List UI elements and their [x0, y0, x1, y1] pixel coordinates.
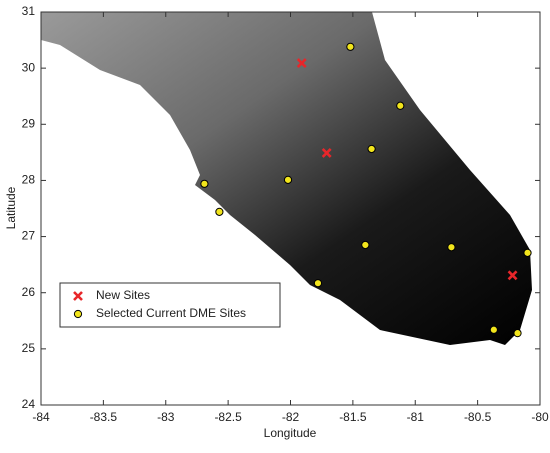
x-tick-label: -84 [32, 410, 50, 424]
circle-marker [346, 42, 355, 51]
circle-marker [489, 325, 498, 334]
circle-marker [396, 101, 405, 110]
circle-marker [513, 329, 522, 338]
x-tick-label: -80 [531, 410, 549, 424]
x-axis-label: Longitude [264, 426, 317, 440]
x-tick-label: -81.5 [339, 410, 367, 424]
circle-marker [73, 309, 83, 319]
x-marker [507, 270, 518, 281]
x-marker [296, 58, 307, 69]
x-tick-label: -80.5 [464, 410, 492, 424]
x-marker-stroke [296, 58, 307, 69]
legend-label: New Sites [96, 288, 150, 302]
x-tick-label: -82 [282, 410, 300, 424]
circle-marker [367, 144, 376, 154]
x-marker-stroke [321, 147, 332, 158]
circle-marker [215, 207, 224, 216]
x-tick-label: -83.5 [90, 410, 118, 424]
x-tick-label: -82.5 [214, 410, 242, 424]
y-tick-label: 26 [22, 285, 36, 299]
circle-marker [523, 248, 532, 257]
y-tick-label: 25 [22, 341, 36, 355]
circle-marker [283, 175, 293, 184]
y-tick-label: 30 [22, 60, 36, 74]
x-marker [321, 147, 332, 158]
y-tick-label: 28 [22, 173, 36, 187]
y-tick-label: 27 [22, 229, 36, 243]
legend-label: Selected Current DME Sites [96, 306, 246, 320]
x-marker-stroke [73, 291, 83, 301]
legend-box [59, 282, 281, 328]
x-tick-label: -81 [407, 410, 425, 424]
x-marker [73, 291, 83, 301]
circle-marker [200, 179, 209, 188]
legend: New Sites Selected Current DME Sites [59, 282, 281, 328]
circle-marker [361, 240, 370, 250]
y-tick-label: 29 [22, 116, 36, 130]
y-axis-label: Latitude [4, 186, 18, 229]
circle-marker [447, 243, 456, 252]
x-marker-stroke [507, 270, 518, 281]
y-tick-label: 24 [22, 397, 36, 411]
circle-marker [313, 279, 323, 288]
x-tick-label: -83 [157, 410, 175, 424]
y-tick-label: 31 [22, 4, 36, 18]
